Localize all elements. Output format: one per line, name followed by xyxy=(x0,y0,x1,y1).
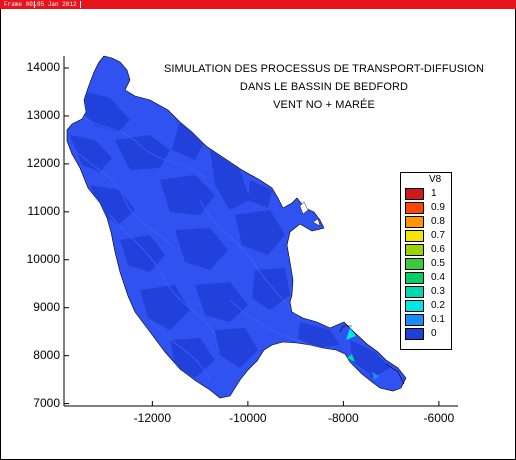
legend-label: 0.5 xyxy=(431,258,445,269)
legend-swatch xyxy=(405,216,424,228)
y-tick-label: 9000 xyxy=(33,299,60,314)
y-axis-ticks xyxy=(64,67,69,405)
legend-label: 0.7 xyxy=(431,230,445,241)
x-axis-ticks xyxy=(151,401,440,406)
y-tick-label: 8000 xyxy=(33,347,60,362)
legend-label: 0.3 xyxy=(431,286,445,297)
x-tick-label: -12000 xyxy=(133,411,172,425)
header-separator xyxy=(34,1,35,8)
title-line-3: VENT NO + MARÉE xyxy=(273,99,375,111)
legend-swatch xyxy=(405,202,424,214)
legend-label: 0.4 xyxy=(431,272,445,283)
channel-flow-marks xyxy=(299,201,405,385)
contour-lines xyxy=(74,114,371,381)
frame-header-bar: Frame 001 05 Jan 2012 xyxy=(0,0,516,9)
y-tick-label: 14000 xyxy=(26,59,60,74)
legend-label: 0.9 xyxy=(431,202,445,213)
title-line-2: DANS LE BASSIN DE BEDFORD xyxy=(239,81,409,93)
color-legend: V8 1 0.9 0.8 0.7 0.6 0.5 0.4 0.3 0.2 0.1 0 xyxy=(400,172,452,350)
header-separator xyxy=(80,1,81,8)
legend-swatch xyxy=(405,314,424,326)
legend-title: V8 xyxy=(429,174,442,185)
title-line-1: SIMULATION DES PROCESSUS DE TRANSPORT-DI… xyxy=(163,63,485,75)
legend-label: 0.2 xyxy=(431,300,445,311)
legend-swatch xyxy=(405,244,424,256)
contour-patches xyxy=(70,92,390,378)
axes xyxy=(63,56,458,407)
legend-label: 0 xyxy=(431,328,437,339)
y-tick-label: 13000 xyxy=(26,107,60,122)
legend-swatch xyxy=(405,272,424,284)
y-tick-label: 11000 xyxy=(27,203,60,218)
legend-label: 0.8 xyxy=(431,216,445,227)
legend-swatch xyxy=(405,230,424,242)
frame-label: Frame 001 xyxy=(4,1,37,8)
y-tick-label: 12000 xyxy=(26,155,60,170)
legend-swatch xyxy=(405,300,424,312)
y-tick-label: 10000 xyxy=(26,251,60,266)
frame-date: 05 Jan 2012 xyxy=(37,1,77,8)
x-tick-label: -10000 xyxy=(229,411,267,425)
legend-label: 0.6 xyxy=(431,244,445,255)
legend-label: 1 xyxy=(431,188,437,199)
legend-swatch xyxy=(405,258,424,270)
y-tick-label: 7000 xyxy=(33,395,60,410)
basin-domain xyxy=(66,55,407,399)
x-tick-label: -6000 xyxy=(423,411,455,425)
legend-swatch xyxy=(405,286,424,298)
legend-swatch xyxy=(405,188,424,200)
legend-label: 0.1 xyxy=(431,314,445,325)
legend-swatch xyxy=(405,328,424,340)
x-tick-label: -8000 xyxy=(328,411,359,425)
